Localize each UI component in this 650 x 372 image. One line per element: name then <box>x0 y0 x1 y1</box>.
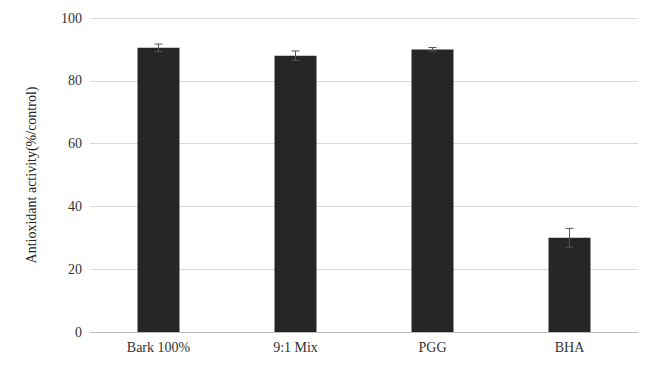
svg-text:BHA: BHA <box>555 340 585 355</box>
svg-text:9:1 Mix: 9:1 Mix <box>273 340 318 355</box>
svg-text:0: 0 <box>75 325 82 340</box>
svg-text:100: 100 <box>61 11 82 26</box>
svg-text:Antioxidant activity(%/control: Antioxidant activity(%/control) <box>24 86 40 263</box>
svg-text:Bark 100%: Bark 100% <box>127 340 191 355</box>
svg-text:40: 40 <box>68 199 82 214</box>
svg-text:80: 80 <box>68 73 82 88</box>
svg-text:PGG: PGG <box>418 340 446 355</box>
svg-text:60: 60 <box>68 136 82 151</box>
svg-text:20: 20 <box>68 262 82 277</box>
